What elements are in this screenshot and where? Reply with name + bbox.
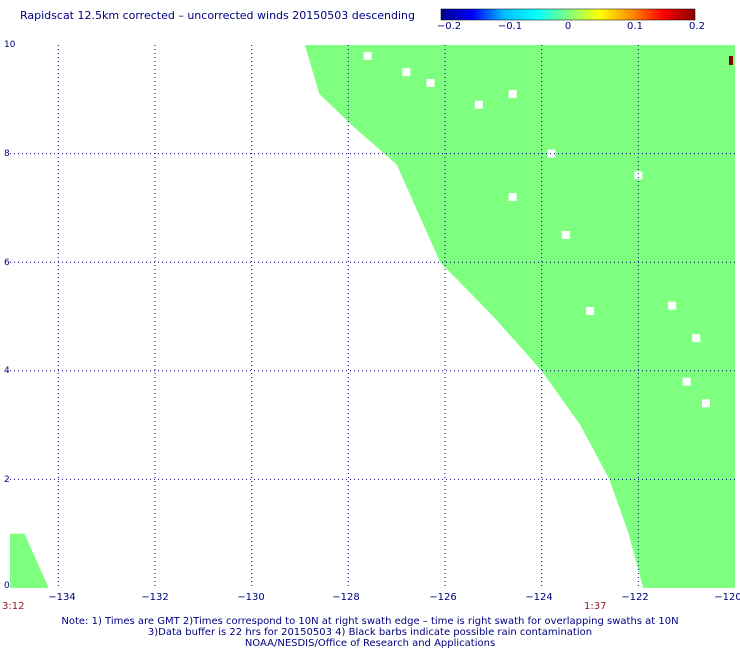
- lon-label-126: −126: [429, 592, 457, 603]
- missing-cell: [547, 149, 556, 158]
- swath-layer: [10, 45, 735, 588]
- lat-label-4: 4: [4, 366, 10, 376]
- missing-cell: [692, 334, 701, 343]
- lat-label-8: 8: [4, 149, 10, 159]
- note-line-1: Note: 1) Times are GMT 2)Times correspon…: [61, 616, 679, 627]
- missing-cell: [402, 68, 411, 77]
- lat-label-10: 10: [4, 40, 16, 50]
- missing-cell: [634, 171, 643, 180]
- missing-cell: [586, 307, 594, 316]
- swath-small: [10, 533, 49, 588]
- rain-flag-marker: [729, 56, 733, 65]
- colorbar-tick-1: −0.2: [436, 21, 462, 32]
- lon-label-130: −130: [237, 592, 265, 603]
- time-left: 3:12: [2, 601, 25, 612]
- missing-cell: [426, 79, 435, 88]
- time-right: 1:37: [584, 601, 607, 612]
- missing-cell: [702, 399, 710, 408]
- lat-label-0: 0: [4, 581, 10, 591]
- colorbar: [440, 8, 696, 21]
- lon-label-132: −132: [141, 592, 169, 603]
- lon-label-120: −120: [714, 592, 740, 603]
- lat-label-2: 2: [4, 475, 10, 485]
- missing-cell: [363, 51, 372, 60]
- colorbar-tick-4: 0.1: [627, 21, 643, 32]
- note-line-2: 3)Data buffer is 22 hrs for 20150503 4) …: [147, 627, 593, 638]
- note-line-3: NOAA/NESDIS/Office of Research and Appli…: [244, 638, 496, 649]
- missing-cell: [682, 377, 691, 386]
- missing-cell: [561, 231, 570, 240]
- graticule: [10, 45, 735, 588]
- colorbar-tick-2: −0.1: [497, 21, 523, 32]
- swath-main: [304, 45, 735, 588]
- lon-label-134: −134: [48, 592, 76, 603]
- lat-label-6: 6: [4, 258, 10, 268]
- lon-label-124: −124: [525, 592, 553, 603]
- lon-label-128: −128: [332, 592, 360, 603]
- colorbar-tick-3: 0: [564, 21, 572, 32]
- colorbar-tick-5: 0.2: [689, 21, 705, 32]
- lon-label-122: −122: [621, 592, 649, 603]
- missing-cell: [668, 301, 677, 310]
- map-title: Rapidscat 12.5km corrected – uncorrected…: [20, 9, 416, 22]
- missing-cell: [508, 193, 517, 202]
- missing-cell: [508, 89, 517, 98]
- missing-cell: [474, 100, 483, 109]
